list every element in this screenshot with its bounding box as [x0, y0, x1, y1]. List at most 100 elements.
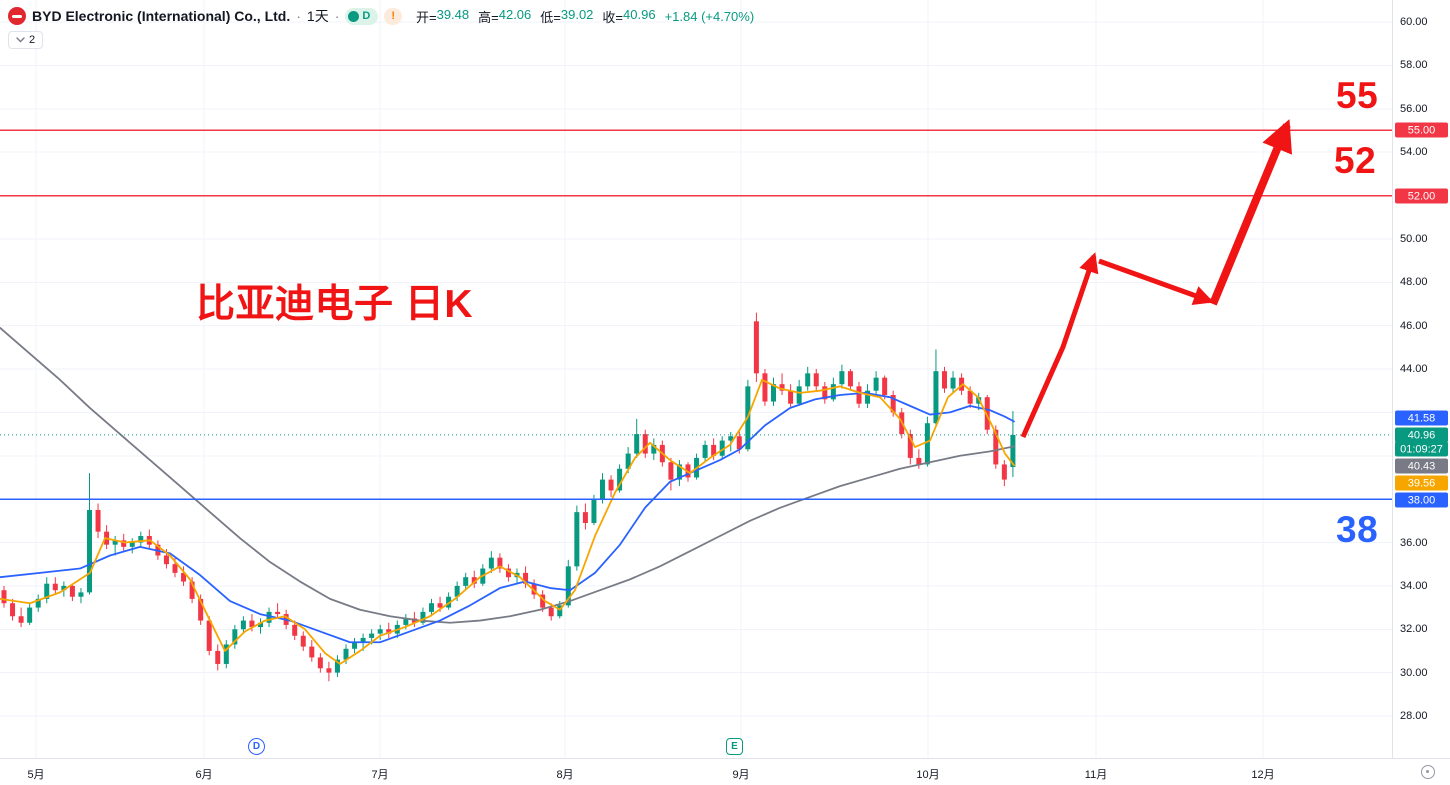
price-tick-label: 36.00: [1400, 536, 1428, 549]
candle-body: [27, 607, 33, 623]
candle-body: [343, 648, 349, 660]
time-tick-label: 9月: [732, 769, 750, 781]
candle-body: [488, 557, 494, 569]
candle-body: [933, 371, 939, 424]
candle-body: [317, 657, 323, 669]
collapsed-indicators-button[interactable]: 2: [8, 31, 44, 49]
candle-body: [702, 444, 708, 458]
candle-body: [771, 384, 776, 402]
candle-body: [35, 598, 41, 608]
price-tick-label: 60.00: [1400, 16, 1428, 28]
candle-body: [916, 457, 922, 465]
data-alert-badge[interactable]: !: [384, 7, 402, 25]
delayed-data-badge[interactable]: D: [345, 7, 379, 25]
text-drawing[interactable]: 52: [1334, 140, 1377, 181]
candle-body: [377, 629, 383, 634]
candle-body: [369, 633, 375, 638]
chevron-down-icon: [16, 37, 25, 43]
candle-body: [642, 434, 648, 454]
candle-body: [10, 603, 16, 617]
time-axis[interactable]: 5月 6月 7月 8月 9月 10月 11月 12月: [0, 758, 1450, 785]
candle-body: [959, 377, 965, 391]
candle-body: [557, 605, 563, 617]
candle-body: [429, 603, 434, 612]
chart-canvas[interactable]: [0, 0, 1392, 758]
candle-body: [634, 434, 640, 454]
candle-body: [44, 583, 50, 599]
candle-body: [505, 568, 511, 578]
symbol-title[interactable]: BYD Electronic (International) Co., Ltd.: [32, 8, 291, 24]
separator-dot: ·: [296, 8, 301, 24]
price-tick-label: 54.00: [1400, 146, 1428, 159]
candle-body: [258, 622, 263, 628]
symbol-logo-icon: [8, 7, 26, 25]
candle-body: [531, 583, 537, 595]
time-tick-label: 10月: [916, 769, 940, 781]
delayed-badge-label: D: [362, 10, 371, 22]
ohlc-low: 低= 39.02: [540, 6, 594, 25]
candle-body: [993, 429, 999, 465]
trend-arrow-drawing-1[interactable]: [1020, 252, 1099, 439]
candle-body: [984, 397, 990, 430]
legend-row: BYD Electronic (International) Co., Ltd.…: [8, 6, 754, 26]
price-label-pill: 38.00: [1395, 492, 1448, 508]
candle-body: [651, 444, 657, 454]
candle-body: [497, 557, 503, 569]
text-drawing[interactable]: 55: [1336, 75, 1379, 116]
candle-body: [386, 629, 392, 634]
candle-body: [240, 620, 246, 630]
candle-body: [1010, 434, 1016, 468]
candle-body: [676, 464, 682, 480]
candle-body: [907, 434, 913, 458]
candle-body: [865, 390, 871, 404]
price-axis[interactable]: 60.00 58.00 56.00 54.00 50.00 48.00 46.00 44.00…: [1392, 0, 1450, 758]
interval-label[interactable]: 1天: [306, 8, 329, 24]
candle-body: [223, 644, 229, 664]
candle-body: [69, 585, 75, 597]
time-tick-label: 5月: [27, 769, 45, 781]
ohlc-open: 开= 39.48: [416, 6, 470, 25]
candle-body: [839, 371, 845, 385]
text-drawing[interactable]: 比亚迪电子 日K: [196, 283, 474, 326]
trend-arrow-drawing-3[interactable]: [1209, 119, 1293, 306]
price-label-pill: 40.96: [1395, 427, 1448, 443]
candle-body: [52, 583, 58, 591]
candle-body: [87, 509, 92, 593]
candle-body: [523, 572, 529, 584]
candle-body: [292, 624, 298, 636]
candle-body: [942, 371, 947, 389]
time-tick-label: 6月: [195, 769, 213, 781]
timeline-marker-E[interactable]: E: [726, 738, 743, 755]
text-drawing[interactable]: 38: [1336, 509, 1379, 550]
candle-body: [121, 540, 127, 547]
price-tick-label: 28.00: [1400, 710, 1428, 722]
candle-body: [753, 321, 759, 374]
price-label-pill: 41.58: [1395, 410, 1448, 426]
price-tick-label: 44.00: [1400, 363, 1428, 375]
candle-body: [882, 377, 888, 396]
candle-body: [719, 440, 725, 456]
timeline-marker-D[interactable]: D: [248, 738, 265, 755]
candle-body: [163, 555, 169, 565]
candle-body: [736, 436, 742, 450]
candle-body: [873, 377, 879, 391]
market-status-dot-icon: [348, 10, 360, 22]
candle-body: [198, 598, 204, 621]
trend-arrow-drawing-2[interactable]: [1098, 258, 1214, 305]
candle-body: [471, 577, 477, 584]
candle-body: [420, 611, 426, 623]
candle-body: [129, 542, 135, 547]
candle-body: [138, 535, 144, 543]
price-label-pill: 52.00: [1395, 188, 1448, 204]
axis-settings-icon[interactable]: [1421, 765, 1436, 780]
time-tick-label: 8月: [556, 769, 574, 781]
candle-body: [1, 590, 7, 604]
symbol-legend: BYD Electronic (International) Co., Ltd.…: [8, 6, 754, 49]
price-label-pill: 01:09:27: [1395, 441, 1448, 457]
candle-body: [326, 668, 332, 673]
candle-body: [788, 390, 794, 404]
candle-body: [762, 373, 768, 402]
candle-body: [890, 395, 896, 413]
ohlc-high: 高= 42.06: [478, 6, 532, 25]
candle-body: [275, 611, 281, 615]
